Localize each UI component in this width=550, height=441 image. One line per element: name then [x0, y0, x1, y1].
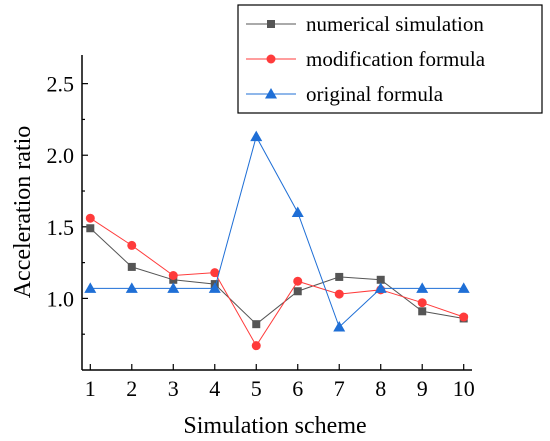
- x-tick-label: 5: [251, 376, 262, 401]
- series-line: [89, 227, 464, 325]
- data-point: [210, 268, 220, 278]
- data-point: [457, 282, 470, 293]
- legend-item: original formula: [246, 82, 444, 106]
- data-point: [208, 282, 221, 293]
- x-axis-label: Simulation scheme: [183, 413, 366, 439]
- legend-item: numerical simulation: [246, 12, 484, 36]
- x-tick-label: 1: [85, 376, 96, 401]
- data-point: [84, 282, 97, 293]
- series-layer: [84, 130, 470, 351]
- y-tick-label: 1.5: [47, 215, 75, 240]
- x-tick-label: 6: [292, 376, 303, 401]
- data-point: [335, 272, 344, 281]
- data-point: [250, 130, 263, 142]
- x-tick-label: 4: [209, 376, 220, 401]
- data-point: [374, 282, 387, 293]
- data-point: [85, 213, 95, 223]
- data-point: [127, 240, 137, 250]
- legend-label: modification formula: [306, 47, 486, 71]
- legend: numerical simulation modification formula…: [237, 4, 543, 114]
- x-tick-label: 3: [168, 376, 179, 401]
- legend-marker: [265, 88, 277, 99]
- y-axis-label: Acceleration ratio: [10, 126, 36, 299]
- series-modification-formula: [85, 213, 469, 351]
- data-point: [168, 271, 178, 280]
- data-point: [167, 282, 180, 293]
- x-tick-label: 2: [126, 376, 137, 401]
- series-line: [90, 217, 464, 347]
- data-point: [418, 307, 427, 316]
- data-point: [86, 224, 95, 233]
- data-point: [251, 341, 261, 351]
- data-point: [293, 276, 303, 286]
- data-point: [459, 312, 469, 322]
- data-point: [293, 287, 302, 296]
- axes: 1 2 3 4 5 6 7 8 9 10 1.0 1.5 2.0 2.5: [47, 55, 475, 401]
- data-point: [291, 206, 304, 217]
- x-tick-label: 7: [334, 376, 345, 401]
- data-point: [333, 321, 346, 332]
- x-tick-label: 10: [453, 376, 475, 401]
- series-original-formula: [84, 130, 470, 332]
- legend-marker: [266, 54, 276, 64]
- data-point: [417, 298, 427, 308]
- series-line: [90, 135, 464, 328]
- legend-label: numerical simulation: [306, 12, 484, 36]
- legend-item: modification formula: [246, 47, 486, 71]
- y-tick-label: 2.5: [47, 72, 75, 97]
- data-point: [125, 282, 138, 293]
- data-point: [334, 289, 344, 299]
- x-tick-label: 8: [375, 376, 386, 401]
- data-point: [376, 275, 385, 284]
- data-point: [127, 262, 136, 271]
- legend-label: original formula: [306, 82, 444, 106]
- legend-marker: [267, 20, 275, 28]
- y-tick-label: 1.0: [47, 286, 75, 311]
- y-tick-label: 2.0: [47, 143, 75, 168]
- data-point: [252, 320, 261, 329]
- data-point: [416, 282, 429, 293]
- x-tick-label: 9: [417, 376, 428, 401]
